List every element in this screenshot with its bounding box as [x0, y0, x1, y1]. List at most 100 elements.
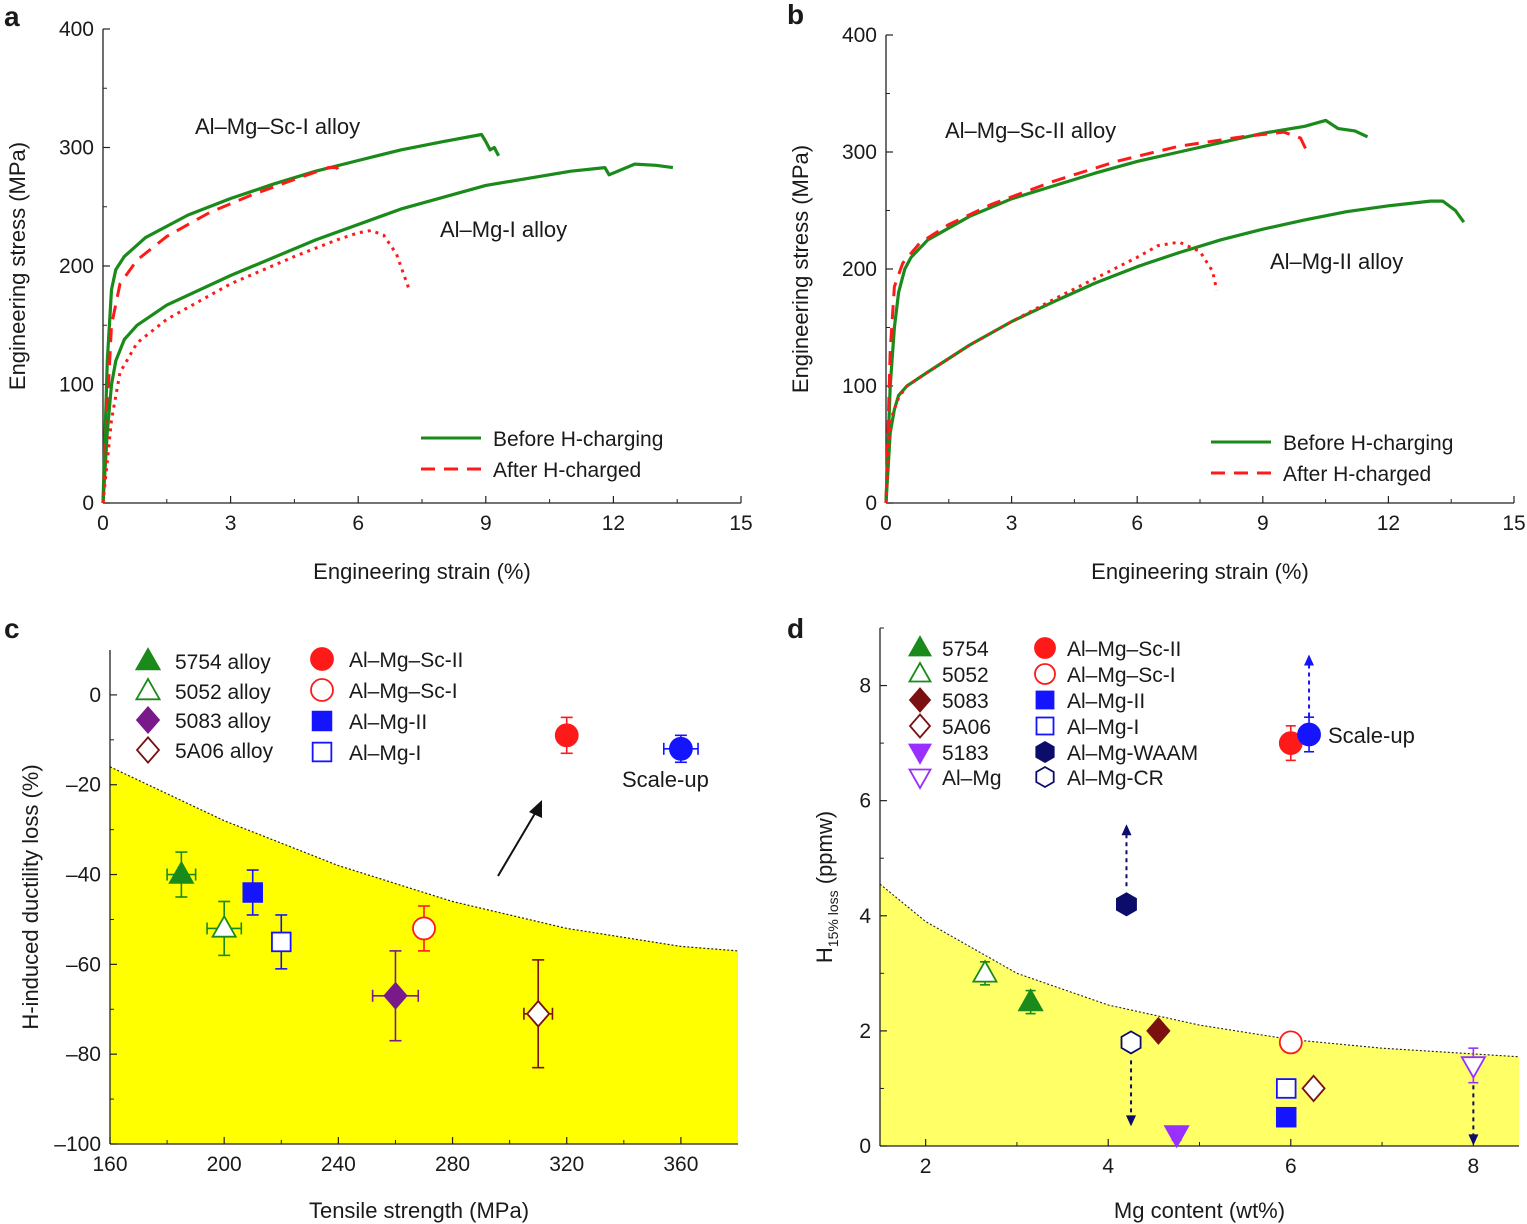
trend-arrow [497, 809, 538, 877]
legend-label-4: 5183 [942, 742, 989, 765]
data-point-5052 alloy [211, 914, 238, 938]
x-tick-label: 12 [1377, 512, 1400, 535]
legend-marker-4 [907, 743, 933, 765]
y-axis-label: H15% loss (ppmw) [812, 811, 841, 963]
arrow-Scale-up-head [1304, 654, 1314, 666]
annotation-mg-alloy: Al–Mg-II alloy [1270, 249, 1403, 274]
y-tick-label: –80 [66, 1043, 101, 1066]
data-point-5183 [1163, 1125, 1190, 1149]
x-tick-label: 4 [1102, 1155, 1114, 1178]
panel-label-c: c [4, 613, 20, 644]
x-tick-label: 9 [1257, 512, 1269, 535]
y-tick-label: 4 [859, 905, 871, 928]
legend-marker-5 [310, 678, 334, 702]
y-axis-label: H-induced ductility loss (%) [18, 764, 43, 1029]
boundary-line [109, 766, 739, 952]
arrow-Al–Mg-WAAM-head [1121, 824, 1132, 836]
brittle-region [110, 766, 738, 1144]
y-tick-label: 0 [859, 1135, 871, 1158]
legend-label-3: 5A06 alloy [175, 740, 274, 763]
legend-label-0: 5754 [942, 638, 989, 661]
curve-before-0 [101, 132, 501, 504]
legend-marker-10 [1035, 740, 1055, 764]
legend-marker-2 [135, 706, 161, 734]
legend-label-11: Al–Mg-CR [1067, 767, 1164, 790]
data-point-Al–Mg [1460, 1056, 1487, 1080]
y-tick-label: 0 [865, 492, 877, 515]
y-tick-label: 300 [59, 137, 94, 160]
panel-b: 0 3 6 9 12 15 0 100 200 300 400 Al–Mg–Sc-II alloy Al… [788, 24, 1526, 584]
annotation-mg-alloy: Al–Mg-I alloy [440, 217, 567, 242]
y-tick-label: 0 [89, 684, 101, 707]
legend-marker-1 [907, 661, 933, 683]
legend-marker-3 [135, 736, 161, 764]
legend-marker-9 [1035, 716, 1055, 736]
legend-label-2: 5083 [942, 690, 989, 713]
legend-label-before: Before H-charging [1283, 432, 1453, 455]
legend-label-after: After H-charged [493, 459, 641, 482]
legend-marker-4 [310, 647, 334, 671]
x-tick-label: 2 [920, 1155, 932, 1178]
y-tick-label: 100 [59, 374, 94, 397]
curve-before-0 [884, 118, 1369, 504]
panel-label-d: d [787, 613, 804, 644]
data-point-Al–Mg-I [271, 931, 292, 953]
x-tick-label: 200 [207, 1153, 242, 1176]
y-axis-label-sub: 15% loss [825, 890, 841, 947]
curve-after-3 [884, 240, 1219, 504]
y-axis-label: Engineering stress (MPa) [5, 142, 30, 390]
arrow-Al–Mg-CR-head [1126, 1115, 1136, 1127]
x-axis-label: Tensile strength (MPa) [309, 1198, 529, 1223]
y-axis-label-unit: (ppmw) [812, 811, 837, 890]
x-tick-label: 15 [729, 512, 752, 535]
y-tick-label: 400 [59, 18, 94, 41]
curve-after-1 [884, 130, 1311, 504]
panel-a: 0 3 6 9 12 15 0 100 200 300 400 Al–Mg–Sc-I alloy Al–… [5, 18, 753, 584]
y-tick-label: 2 [859, 1020, 871, 1043]
x-axis-label: Mg content (wt%) [1114, 1198, 1285, 1223]
x-axis-label: Engineering strain (%) [313, 559, 531, 584]
legend-label-7: Al–Mg-I [349, 742, 421, 765]
y-tick-label: 200 [842, 258, 877, 281]
x-tick-label: 160 [92, 1153, 127, 1176]
legend-marker-8 [1035, 690, 1055, 710]
legend-marker-0 [134, 647, 162, 671]
arrow-al-mg-head [1468, 1134, 1479, 1146]
legend-label-4: Al–Mg–Sc-II [349, 649, 463, 672]
x-axis-label: Engineering strain (%) [1091, 559, 1309, 584]
curve-before-2 [884, 199, 1466, 504]
y-tick-label: 300 [842, 141, 877, 164]
legend-label-after: After H-charged [1283, 463, 1431, 486]
legend-label-before: Before H-charging [493, 428, 663, 451]
data-point-5083 [1146, 1016, 1171, 1045]
curve-after-3 [101, 229, 411, 504]
legend-marker-5 [907, 768, 933, 790]
y-tick-label: –40 [66, 864, 101, 887]
legend-marker-0 [907, 635, 933, 657]
y-tick-label: 0 [82, 492, 94, 515]
legend-marker-3 [908, 713, 932, 739]
y-axis-label: Engineering stress (MPa) [788, 145, 813, 393]
y-tick-label: 100 [842, 375, 877, 398]
data-point-5052 [971, 959, 999, 983]
y-tick-label: –20 [66, 774, 101, 797]
legend-label-6: Al–Mg-II [349, 711, 427, 734]
data-point-Al–Mg-II [242, 882, 263, 903]
data-point-Al–Mg–Sc-I [1278, 1030, 1303, 1055]
x-tick-label: 3 [225, 512, 237, 535]
legend-label-1: 5052 [942, 664, 989, 687]
legend-label-0: 5754 alloy [175, 651, 271, 674]
x-tick-label: 12 [602, 512, 625, 535]
panel-label-a: a [4, 1, 20, 32]
legend-label-7: Al–Mg–Sc-I [1067, 664, 1176, 687]
legend-label-8: Al–Mg-II [1067, 690, 1145, 713]
data-point-Al–Mg-WAAM [1116, 892, 1137, 917]
legend-label-2: 5083 alloy [175, 710, 271, 733]
x-tick-label: 9 [480, 512, 492, 535]
legend-marker-7 [1034, 663, 1056, 685]
x-tick-label: 3 [1006, 512, 1018, 535]
legend-label-9: Al–Mg-I [1067, 716, 1139, 739]
legend-label-1: 5052 alloy [175, 681, 271, 704]
legend-label-5: Al–Mg [942, 767, 1002, 790]
